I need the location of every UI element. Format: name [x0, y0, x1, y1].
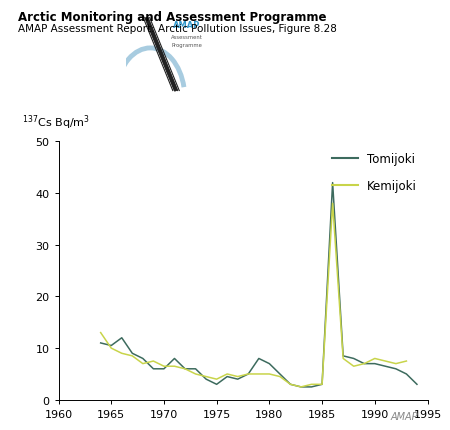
Kemijoki: [161, 364, 166, 369]
Text: AMAP: AMAP: [173, 21, 200, 30]
Tomijoki: [193, 366, 198, 372]
Kemijoki: [130, 353, 135, 359]
Text: Programme: Programme: [171, 43, 202, 48]
Kemijoki: [256, 372, 261, 377]
Tomijoki: [341, 353, 346, 359]
Kemijoki: [193, 372, 198, 377]
Tomijoki: [361, 361, 367, 366]
Tomijoki: [288, 382, 293, 387]
Tomijoki: [414, 382, 420, 387]
Kemijoki: [361, 361, 367, 366]
Kemijoki: [182, 366, 188, 372]
Legend: Tomijoki, Kemijoki: Tomijoki, Kemijoki: [327, 148, 422, 197]
Kemijoki: [320, 382, 325, 387]
Kemijoki: [108, 346, 114, 351]
Tomijoki: [235, 377, 240, 382]
Kemijoki: [119, 351, 125, 356]
Tomijoki: [225, 374, 230, 379]
Line: Kemijoki: Kemijoki: [101, 204, 406, 387]
Kemijoki: [214, 377, 219, 382]
Tomijoki: [140, 356, 145, 361]
Kemijoki: [267, 372, 272, 377]
Tomijoki: [372, 361, 378, 366]
Kemijoki: [151, 359, 156, 364]
Tomijoki: [214, 382, 219, 387]
Tomijoki: [351, 356, 356, 361]
Tomijoki: [330, 181, 335, 186]
Tomijoki: [151, 366, 156, 372]
Text: AMAP Assessment Report: Arctic Pollution Issues, Figure 8.28: AMAP Assessment Report: Arctic Pollution…: [18, 24, 337, 34]
Kemijoki: [309, 382, 314, 387]
Kemijoki: [298, 384, 304, 390]
Tomijoki: [320, 382, 325, 387]
Tomijoki: [130, 351, 135, 356]
Tomijoki: [256, 356, 261, 361]
Tomijoki: [404, 372, 409, 377]
Kemijoki: [140, 361, 145, 366]
Kemijoki: [277, 374, 283, 379]
Kemijoki: [351, 364, 356, 369]
Tomijoki: [393, 366, 399, 372]
Kemijoki: [203, 374, 209, 379]
Tomijoki: [309, 384, 314, 390]
Kemijoki: [404, 359, 409, 364]
Kemijoki: [288, 382, 293, 387]
Kemijoki: [172, 364, 177, 369]
Kemijoki: [246, 372, 251, 377]
Kemijoki: [372, 356, 378, 361]
Tomijoki: [182, 366, 188, 372]
Text: Assessment: Assessment: [171, 34, 203, 40]
Line: Tomijoki: Tomijoki: [101, 183, 417, 387]
Text: AMAP: AMAP: [391, 412, 419, 421]
Kemijoki: [98, 330, 104, 335]
Kemijoki: [330, 201, 335, 206]
Kemijoki: [225, 372, 230, 377]
Tomijoki: [108, 343, 114, 348]
Tomijoki: [203, 377, 209, 382]
Tomijoki: [382, 364, 388, 369]
Tomijoki: [246, 372, 251, 377]
Text: $^{137}$Cs Bq/m$^3$: $^{137}$Cs Bq/m$^3$: [22, 113, 90, 132]
Kemijoki: [393, 361, 399, 366]
Tomijoki: [98, 341, 104, 346]
Kemijoki: [341, 356, 346, 361]
Tomijoki: [277, 372, 283, 377]
Tomijoki: [172, 356, 177, 361]
Text: Arctic Monitoring and Assessment Programme: Arctic Monitoring and Assessment Program…: [18, 11, 327, 24]
Tomijoki: [161, 366, 166, 372]
Tomijoki: [119, 335, 125, 341]
Kemijoki: [382, 359, 388, 364]
Tomijoki: [298, 384, 304, 390]
Kemijoki: [235, 374, 240, 379]
Tomijoki: [267, 361, 272, 366]
